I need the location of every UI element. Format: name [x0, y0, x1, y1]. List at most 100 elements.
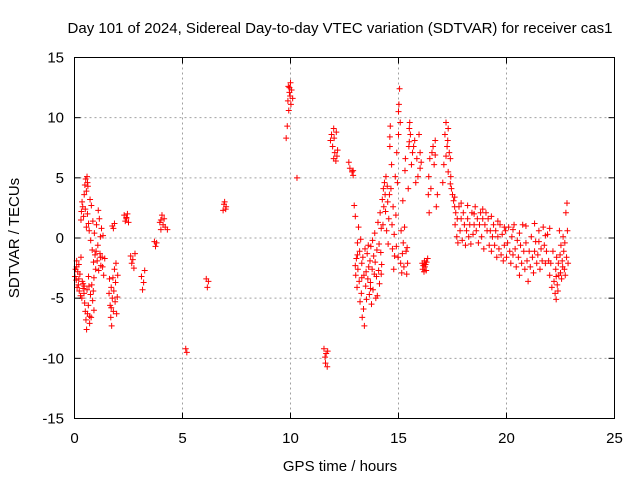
axis-ticks	[74, 57, 615, 419]
data-point	[467, 241, 474, 248]
data-point	[376, 280, 383, 287]
data-point	[378, 225, 385, 232]
data-point	[531, 248, 538, 255]
data-point	[445, 168, 452, 175]
data-point	[539, 257, 546, 264]
data-point	[478, 233, 485, 240]
data-point	[113, 310, 120, 317]
data-point	[452, 221, 459, 228]
data-point	[455, 203, 462, 210]
data-point	[91, 230, 98, 237]
data-point	[411, 137, 418, 144]
data-point	[106, 275, 113, 282]
data-point	[461, 221, 468, 228]
data-point	[358, 290, 365, 297]
data-point	[554, 281, 561, 288]
data-point	[540, 224, 547, 231]
data-point	[130, 265, 137, 272]
data-point	[498, 251, 505, 258]
data-point	[112, 260, 119, 267]
data-point	[485, 215, 492, 222]
data-point	[447, 173, 454, 180]
y-tick-label: -15	[42, 411, 64, 428]
data-point	[464, 215, 471, 222]
data-point	[399, 250, 406, 257]
data-point	[425, 173, 432, 180]
data-point	[333, 129, 340, 136]
data-point	[563, 200, 570, 207]
data-point	[84, 173, 91, 180]
data-point	[423, 259, 430, 266]
data-point	[553, 273, 560, 280]
data-point	[448, 185, 455, 192]
data-point	[518, 260, 525, 267]
data-point	[401, 224, 408, 231]
data-point	[380, 203, 387, 210]
data-point	[391, 253, 398, 260]
data-point	[351, 202, 358, 209]
data-point	[454, 239, 461, 246]
data-point	[77, 216, 84, 223]
data-point	[404, 244, 411, 251]
data-point	[428, 149, 435, 156]
data-point	[509, 226, 516, 233]
data-point	[416, 131, 423, 138]
data-point	[536, 266, 543, 273]
data-point	[486, 242, 493, 249]
data-point	[465, 233, 472, 240]
data-point	[391, 231, 398, 238]
data-point	[112, 279, 119, 286]
data-point	[320, 345, 327, 352]
data-point	[366, 291, 373, 298]
data-point	[499, 231, 506, 238]
data-point	[390, 203, 397, 210]
data-point	[423, 267, 430, 274]
data-point	[367, 279, 374, 286]
data-point	[109, 274, 116, 281]
data-point	[367, 243, 374, 250]
data-point	[547, 260, 554, 267]
data-point	[528, 233, 535, 240]
data-point	[354, 266, 361, 273]
data-point	[427, 185, 434, 192]
data-point	[86, 320, 93, 327]
data-point	[444, 143, 451, 150]
data-point	[406, 138, 413, 145]
data-point	[400, 239, 407, 246]
data-point	[99, 263, 106, 270]
data-point	[564, 227, 571, 234]
data-point	[81, 283, 88, 290]
data-point	[389, 221, 396, 228]
data-point	[406, 119, 413, 126]
data-point	[425, 191, 432, 198]
data-points	[71, 79, 572, 370]
data-point	[473, 227, 480, 234]
data-point	[526, 248, 533, 255]
data-point	[412, 179, 419, 186]
data-point	[322, 360, 329, 367]
data-point	[488, 248, 495, 255]
data-point	[426, 155, 433, 162]
data-point	[405, 185, 412, 192]
data-point	[83, 326, 90, 333]
data-point	[89, 218, 96, 225]
data-point	[108, 322, 115, 329]
data-point	[108, 304, 115, 311]
grid-lines	[74, 57, 615, 419]
data-point	[457, 227, 464, 234]
data-point	[474, 215, 481, 222]
data-point	[524, 257, 531, 264]
data-point	[443, 153, 450, 160]
data-point	[357, 236, 364, 243]
data-point	[447, 155, 454, 162]
data-point	[479, 215, 486, 222]
data-point	[533, 260, 540, 267]
data-point	[502, 227, 509, 234]
data-point	[549, 248, 556, 255]
data-point	[382, 173, 389, 180]
data-point	[560, 248, 567, 255]
data-point	[223, 203, 230, 210]
data-point	[183, 349, 190, 356]
data-point	[453, 233, 460, 240]
data-point	[384, 198, 391, 205]
